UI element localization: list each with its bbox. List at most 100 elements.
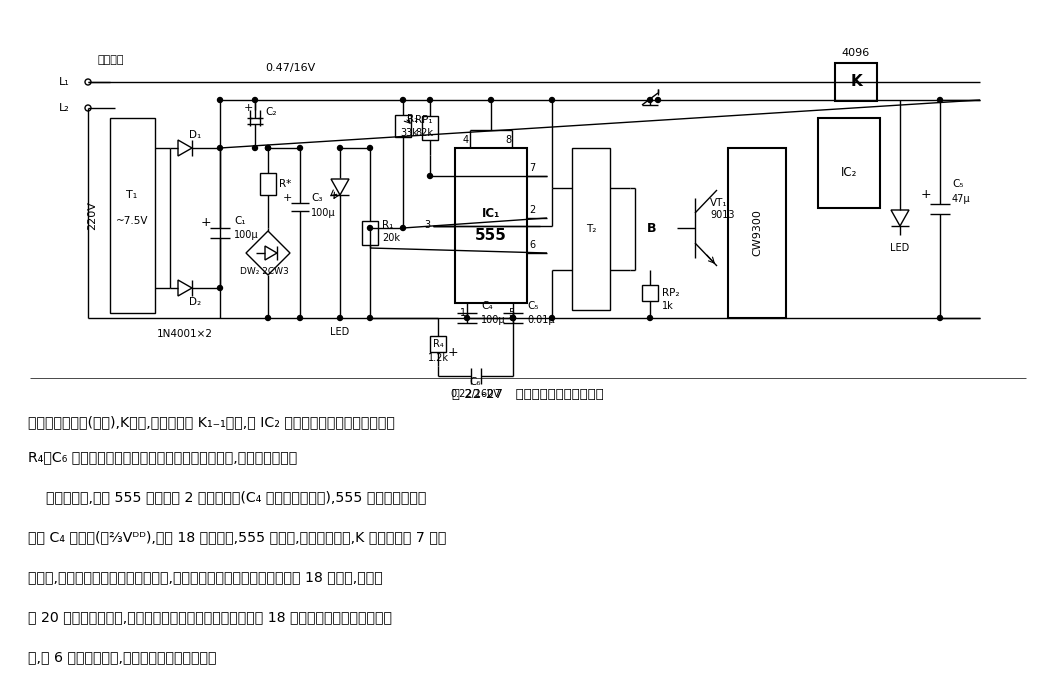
Polygon shape [331,179,348,195]
Text: R₄: R₄ [433,339,444,349]
Text: C₂: C₂ [265,107,277,117]
Text: 82k: 82k [415,128,433,138]
Circle shape [252,146,258,150]
Text: RP₁: RP₁ [415,115,433,125]
Text: 4: 4 [463,135,469,145]
Polygon shape [178,140,192,156]
Circle shape [265,146,270,150]
Text: 在 20 秒内无任何反映,就可初步判定线路有故障；若对方在 18 秒内听到对方送出的乐曲回: 在 20 秒内无任何反映,就可初步判定线路有故障；若对方在 18 秒内听到对方送… [29,610,392,624]
Text: 4096: 4096 [842,48,870,58]
Bar [728,148,786,318]
Text: 音,且 6 秒后自动挂机,说明话机和线路均正常。: 音,且 6 秒后自动挂机,说明话机和线路均正常。 [29,650,216,664]
Text: 1N4001×2: 1N4001×2 [157,329,213,339]
Text: +: + [244,103,253,113]
Text: 100μ: 100μ [480,315,506,325]
Text: 47μ: 47μ [953,194,970,204]
Text: 555: 555 [475,228,507,243]
Text: R₁: R₁ [382,220,394,230]
Text: RP₂: RP₂ [662,288,679,298]
Circle shape [510,315,515,320]
Text: D₂: D₂ [189,297,201,307]
Text: 6: 6 [529,240,535,250]
Text: 图 22-27   长话线路故障遗测仪电路: 图 22-27 长话线路故障遗测仪电路 [452,387,604,401]
Text: DW₂ 2CW3: DW₂ 2CW3 [240,267,288,276]
Circle shape [647,97,653,102]
Text: 测试时,将本仪器与被测用户话机并接,交换中心向被遗测方连续发出振铃 18 秒左右,若对方: 测试时,将本仪器与被测用户话机并接,交换中心向被遗测方连续发出振铃 18 秒左右… [29,570,382,584]
Text: R*: R* [279,179,291,189]
Circle shape [938,97,943,102]
Text: 9013: 9013 [710,210,735,220]
Text: T₁: T₁ [127,190,137,200]
Circle shape [338,146,342,150]
Text: 3: 3 [423,221,430,230]
Circle shape [510,315,515,320]
Text: IC₁: IC₁ [482,207,501,220]
Text: 0.01μ: 0.01μ [527,315,554,325]
Text: T₂: T₂ [586,224,597,234]
Text: L₂: L₂ [59,103,70,113]
Text: K: K [850,74,862,89]
Text: IC₂: IC₂ [841,167,857,179]
Polygon shape [178,280,192,296]
Polygon shape [246,231,290,275]
Circle shape [656,97,660,102]
Text: +: + [282,193,291,203]
Bar [110,118,155,313]
Text: 0.47/16V: 0.47/16V [265,63,315,73]
Text: 33k: 33k [400,127,418,137]
Text: B: B [647,223,657,236]
Circle shape [938,315,943,320]
Text: 0.22/160V: 0.22/160V [451,389,501,399]
Circle shape [218,97,223,102]
Bar [430,336,446,352]
Text: 1k: 1k [662,301,674,311]
Text: 成闭合供电回路(负极),K吸合,其常开触点 K₁₋₁闭合,将 IC₂ 发出的音响信号通过扬声器及: 成闭合供电回路(负极),K吸合,其常开触点 K₁₋₁闭合,将 IC₂ 发出的音响… [29,415,395,429]
Text: 220V: 220V [87,201,97,230]
Text: 1: 1 [460,308,466,318]
Text: 1.2k: 1.2k [428,353,449,363]
Text: +: + [201,217,211,230]
Text: 在刚开机时,由于 555 单稳电路 2 脚呼低电位(C₄ 上电压不能跳变),555 处于置位状态；: 在刚开机时,由于 555 单稳电路 2 脚呼低电位(C₄ 上电压不能跳变),55… [29,490,427,504]
Text: R₄、C₆ 等传向遗测方。这相当完成自动摘机的动作,有回铃音发出。: R₄、C₆ 等传向遗测方。这相当完成自动摘机的动作,有回铃音发出。 [29,450,297,464]
Circle shape [298,315,302,320]
Circle shape [218,286,223,290]
Text: 5: 5 [508,308,514,318]
Circle shape [265,146,270,150]
Circle shape [647,315,653,320]
Text: D₁: D₁ [189,130,201,140]
Text: +: + [448,347,458,359]
Text: LED: LED [331,327,350,337]
Circle shape [298,146,302,150]
Text: LED: LED [890,243,909,253]
Text: 100μ: 100μ [312,208,336,218]
Text: +: + [921,188,931,200]
Circle shape [400,97,406,102]
Bar [260,173,276,195]
Text: L₁: L₁ [59,77,70,87]
Circle shape [367,225,373,230]
Polygon shape [265,246,277,260]
Circle shape [400,225,406,230]
Text: ~7.5V: ~7.5V [116,215,148,225]
Text: 2: 2 [529,205,535,215]
Text: 8: 8 [505,135,511,145]
Bar [422,116,438,139]
Circle shape [428,97,433,102]
Text: C₅: C₅ [953,179,963,189]
Circle shape [265,315,270,320]
Circle shape [367,315,373,320]
Text: C₁: C₁ [234,216,246,226]
Circle shape [549,97,554,102]
Circle shape [252,97,258,102]
Bar [455,148,527,303]
Text: VT₁: VT₁ [710,198,728,208]
Circle shape [338,315,342,320]
Bar [818,118,880,208]
Text: 振玲信号: 振玲信号 [98,55,125,65]
Bar [362,221,378,245]
Text: C₄: C₄ [480,301,493,311]
Circle shape [510,315,515,320]
Text: C₃: C₃ [312,193,322,203]
Bar [642,285,658,301]
Text: R₂: R₂ [407,114,418,125]
